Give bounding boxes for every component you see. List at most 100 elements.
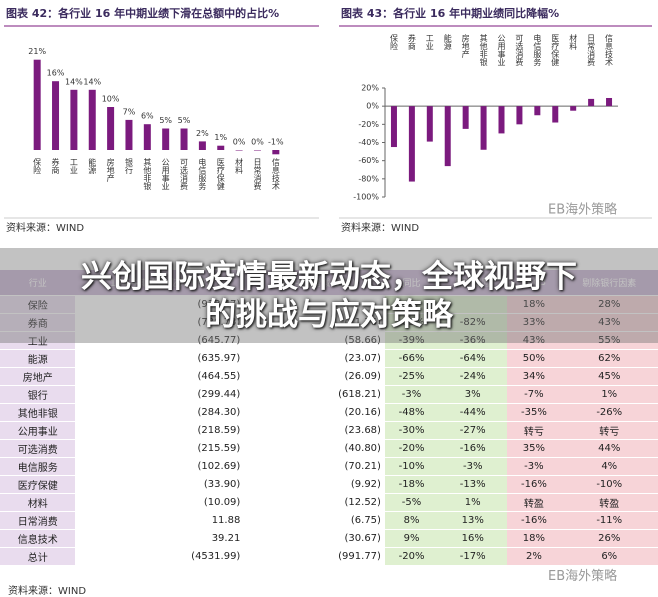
bar: [217, 146, 224, 150]
x-tick-label: 医疗保健: [216, 158, 225, 191]
table-cell: 3%: [438, 386, 507, 404]
x-tick-label: 工业: [425, 34, 434, 50]
table-cell: (215.59): [75, 440, 244, 458]
value-label: 5%: [178, 116, 191, 125]
bar: [236, 150, 243, 151]
table-cell: 2%: [507, 548, 560, 566]
bar: [534, 106, 540, 115]
x-tick-label: 信息技术: [271, 157, 280, 191]
bar: [481, 106, 487, 150]
table-cell: (40.80): [244, 440, 385, 458]
table-row: 医疗保健(33.90)(9.92)-18%-13%-16%-10%: [0, 476, 658, 494]
table-cell: (218.59): [75, 422, 244, 440]
table-cell: -20%: [385, 440, 438, 458]
bar: [89, 90, 96, 150]
bar: [588, 99, 594, 106]
bar: [181, 129, 188, 151]
table-cell: (991.77): [244, 548, 385, 566]
table-cell: 材料: [0, 494, 75, 512]
value-label: 6%: [141, 112, 154, 121]
x-tick-label: 其他非银: [479, 34, 488, 67]
table-cell: -7%: [507, 386, 560, 404]
table-cell: 信息技术: [0, 530, 75, 548]
table-cell: -16%: [507, 476, 560, 494]
table-cell: (10.09): [75, 494, 244, 512]
watermark: EB海外策略: [548, 202, 617, 218]
table-cell: -24%: [438, 368, 507, 386]
table-row: 总计(4531.99)(991.77)-20%-17%2%6%: [0, 548, 658, 566]
table-cell: 8%: [385, 512, 438, 530]
chart-title: 图表 43：各行业 16 年中期业绩同比降幅%: [341, 6, 559, 20]
y-tick-label: -60%: [358, 156, 379, 165]
table-row: 银行(299.44)(618.21)-3%3%-7%1%: [0, 386, 658, 404]
table-cell: 房地产: [0, 368, 75, 386]
table-cell: -17%: [438, 548, 507, 566]
value-label: 14%: [83, 77, 101, 86]
bar: [463, 106, 469, 129]
overlay-title: 兴创国际疫情最新动态，全球视野下的挑战与应对策略: [79, 258, 579, 334]
table-cell: 13%: [438, 512, 507, 530]
x-tick-label: 券商: [51, 157, 60, 175]
bar: [427, 106, 433, 141]
table-cell: -44%: [438, 404, 507, 422]
table-row: 材料(10.09)(12.52)-5%1%转盈转盈: [0, 494, 658, 512]
x-tick-label: 房地产: [106, 157, 115, 183]
table-cell: 其他非银: [0, 404, 75, 422]
value-label: 14%: [65, 77, 83, 86]
value-label: 21%: [28, 47, 46, 56]
table-cell: -48%: [385, 404, 438, 422]
table-cell: (30.67): [244, 530, 385, 548]
table-cell: 1%: [561, 386, 658, 404]
table-cell: -3%: [438, 458, 507, 476]
y-tick-label: -80%: [358, 174, 379, 183]
x-tick-label: 电信服务: [198, 157, 207, 191]
table-cell: -16%: [507, 512, 560, 530]
table-cell: 11.88: [75, 512, 244, 530]
table-row: 电信服务(102.69)(70.21)-10%-3%-3%4%: [0, 458, 658, 476]
x-tick-label: 信息技术: [605, 33, 614, 67]
table-row: 能源(635.97)(23.07)-66%-64%50%62%: [0, 350, 658, 368]
table-cell: -5%: [385, 494, 438, 512]
table-row: 可选消费(215.59)(40.80)-20%-16%35%44%: [0, 440, 658, 458]
bar: [570, 106, 576, 111]
y-tick-label: 20%: [361, 84, 379, 93]
table-cell: 能源: [0, 350, 75, 368]
source: 资料来源：WIND: [341, 221, 419, 234]
table-cell: (635.97): [75, 350, 244, 368]
table-cell: 总计: [0, 548, 75, 566]
table-cell: -11%: [561, 512, 658, 530]
table-cell: -27%: [438, 422, 507, 440]
x-tick-label: 医疗保健: [551, 34, 560, 67]
bar: [125, 120, 132, 150]
x-tick-label: 电信服务: [533, 33, 542, 67]
table-cell: (464.55): [75, 368, 244, 386]
table-cell: 医疗保健: [0, 476, 75, 494]
value-label: 16%: [47, 69, 65, 78]
table-cell: -10%: [385, 458, 438, 476]
table-cell: 转亏: [561, 422, 658, 440]
table-cell: 日常消费: [0, 512, 75, 530]
value-label: 1%: [214, 133, 227, 142]
charts: 图表 42：各行业 16 年中期业绩下滑在总额中的占比% 资料来源：WIND 21%…: [0, 0, 658, 245]
table-cell: -3%: [385, 386, 438, 404]
table-cell: 34%: [507, 368, 560, 386]
table-cell: 50%: [507, 350, 560, 368]
table-cell: (23.68): [244, 422, 385, 440]
x-tick-label: 能源: [443, 33, 452, 51]
table-cell: -26%: [561, 404, 658, 422]
value-label: 10%: [102, 95, 120, 104]
table-cell: (299.44): [75, 386, 244, 404]
table-cell: 转盈: [561, 494, 658, 512]
table-cell: 26%: [561, 530, 658, 548]
table-cell: 62%: [561, 350, 658, 368]
x-tick-label: 可选消费: [180, 158, 189, 191]
bar: [606, 98, 612, 106]
table-cell: 公用事业: [0, 422, 75, 440]
x-tick-label: 材料: [235, 157, 244, 175]
value-label: 2%: [196, 129, 209, 138]
chart-title: 图表 42：各行业 16 年中期业绩下滑在总额中的占比%: [6, 6, 279, 20]
table-cell: -3%: [507, 458, 560, 476]
bar: [445, 106, 451, 166]
